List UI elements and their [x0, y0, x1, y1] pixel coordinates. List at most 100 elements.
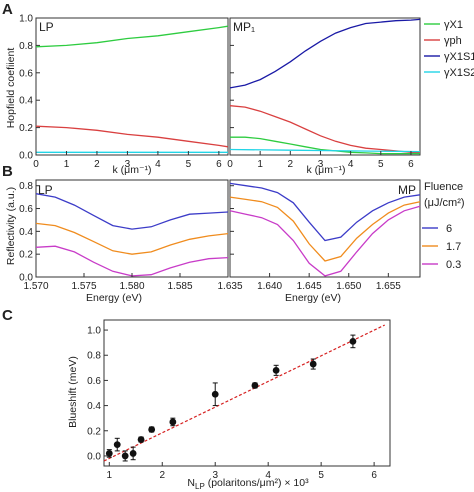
panel-b-sub0-ytick-label: 0.6 [19, 204, 33, 215]
panel-b-xlabel-left: Energy (eV) [86, 292, 142, 304]
panel-b-letter: B [2, 163, 13, 180]
legend-label-0-3: 0.3 [446, 259, 461, 271]
panel-b-sub0-ytick-label: 0.0 [19, 273, 33, 284]
panel-a-sub1-xtick-label: 1 [257, 159, 263, 170]
legend-label-gph: γph [444, 35, 462, 47]
legend-label-gx1: γX1 [444, 19, 463, 31]
panel-a-sub0-ytick-label: 0.0 [19, 151, 33, 162]
panel-b-sub0-series-1 [35, 222, 229, 255]
panel-c-ytick-label: 0.6 [87, 376, 101, 387]
panel-a-sub1-xtick-label: 6 [408, 159, 414, 170]
panel-a-frame-1 [229, 17, 421, 156]
panel-b-xlabel-right: Energy (eV) [285, 292, 341, 304]
panel-b-sub1-xtick-label: 1.645 [297, 281, 322, 292]
panel-b-sub0-xtick-label: 1.575 [71, 281, 96, 292]
panel-b-sub0-series-0 [35, 193, 229, 230]
panel-c-frame [103, 319, 391, 467]
panel-c-point [113, 441, 121, 449]
panel-a-sub0-ytick-label: 0.2 [19, 123, 33, 134]
panel-b-sub0-xtick-label: 1.580 [119, 281, 144, 292]
panel-a-sub1-xtick-label: 3 [318, 159, 324, 170]
panel-a-sub0-xtick-label: 3 [125, 159, 131, 170]
panel-b-sub1-xtick-label: 1.640 [257, 281, 282, 292]
panel-a-sub0-xtick-label: 6 [216, 159, 222, 170]
panel-a-frame-0 [35, 17, 229, 156]
panel-b-sub1-series-0 [229, 182, 421, 242]
panel-a-legend: γX1 γph γX1S1 γX1S2 [424, 19, 474, 79]
panel-c-point [105, 450, 113, 457]
panel-c-xtick-label: 1 [107, 470, 113, 481]
panel-b-lp-label: LP [38, 183, 53, 197]
panel-b-mp-label: MP [398, 183, 416, 197]
panel-a-sub0-xtick-label: 1 [64, 159, 70, 170]
panel-a-xlabel-left: k (μm⁻¹) [113, 164, 152, 176]
panel-a-sub0-ytick-label: 0.6 [19, 68, 33, 79]
panel-a-plot: 0 1 2 3 4 5 6 0.0 0.2 0.4 0.6 0.8 1.0 0 1 2 3 4 5 6 [19, 14, 421, 170]
panel-a-mp-label: MP₁ [233, 20, 255, 34]
panel-b-sub0-xtick-label: 1.570 [23, 281, 48, 292]
panel-c-xtick-label: 6 [371, 470, 377, 481]
panel-a-lp-label: LP [39, 20, 54, 34]
panel-b: B Reflectivity (a.u.) 1.570 1.575 1.580 1.5… [2, 163, 465, 304]
panel-c-letter: C [2, 307, 13, 324]
panel-a-sub0-series-0 [35, 25, 229, 48]
panel-a-sub1-series-3 [229, 148, 421, 153]
panel-c-xtick-label: 3 [212, 470, 218, 481]
panel-b-sub1-xtick-label: 1.655 [376, 281, 401, 292]
panel-a-sub1-xtick-label: 2 [288, 159, 294, 170]
panel-c: C Blueshift (meV) 1 2 3 4 5 60.00.20.40.60.81… [2, 307, 391, 491]
panel-c-point [251, 382, 259, 389]
panel-b-sub1-series-1 [229, 196, 421, 262]
panel-b-sub1-series-2 [229, 205, 421, 277]
panel-c-ylabel: Blueshift (meV) [67, 356, 79, 428]
panel-c-point [211, 390, 219, 398]
panel-c-fit-line [103, 324, 385, 462]
panel-a-sub0-xtick-label: 0 [33, 159, 39, 170]
panel-b-sub1-xtick-label: 1.650 [336, 281, 361, 292]
panel-a-sub0-ytick-label: 1.0 [19, 14, 33, 25]
panel-b-sub0-xtick-label: 1.585 [167, 281, 192, 292]
legend-title-fluence: Fluence [424, 181, 463, 193]
legend-label-gx1s1: γX1S1 [444, 51, 474, 63]
panel-b-sub0-ytick-label: 0.4 [19, 227, 33, 238]
panel-c-ytick-label: 1.0 [87, 326, 101, 337]
panel-c-plot: 1 2 3 4 5 6 0.0 0.2 0.4 0.6 0.8 1.0 [87, 319, 391, 481]
panel-c-ytick-label: 0.4 [87, 401, 101, 412]
panel-c-ytick-label: 0.8 [87, 351, 101, 362]
panel-a-sub0-ytick-label: 0.4 [19, 96, 33, 107]
panel-c-ytick-label: 0.2 [87, 426, 101, 437]
panel-a-sub0-xtick-label: 5 [186, 159, 192, 170]
panel-b-sub0-series-2 [35, 245, 229, 277]
panel-c-point [129, 450, 137, 457]
panel-c-point [121, 452, 129, 460]
panel-a-sub0-xtick-label: 4 [155, 159, 161, 170]
panel-b-sub0-ytick-label: 0.8 [19, 181, 33, 192]
panel-a-letter: A [2, 1, 13, 18]
legend-label-6: 6 [446, 223, 452, 235]
panel-c-xtick-label: 4 [265, 470, 271, 481]
panel-a: A Hopfield coefiient 0 1 2 3 4 5 6 0.0 0.2 0.4 0.6… [2, 1, 474, 176]
panel-c-xtick-label: 2 [159, 470, 165, 481]
panel-a-sub1-xtick-label: 5 [378, 159, 384, 170]
panel-c-point [272, 366, 280, 374]
panel-a-xlabel-right: k (μm⁻¹) [307, 164, 346, 176]
panel-c-xtick-label: 5 [318, 470, 324, 481]
panel-a-sub0-xtick-label: 2 [94, 159, 100, 170]
panel-a-ylabel: Hopfield coefiient [5, 48, 17, 129]
legend-title-units: (μJ/cm²) [424, 197, 465, 209]
panel-b-frame-1 [229, 179, 421, 278]
panel-b-sub1-xtick-label: 1.635 [217, 281, 242, 292]
panel-a-sub1-series-1 [229, 105, 420, 153]
panel-c-point [137, 436, 145, 443]
panel-c-xlabel: NLP (polaritons/μm²) × 10³ [187, 477, 309, 491]
panel-c-point [349, 337, 357, 345]
legend-label-gx1s2: γX1S2 [444, 67, 474, 79]
panel-a-sub1-xtick-label: 0 [227, 159, 233, 170]
legend-label-1-7: 1.7 [446, 241, 461, 253]
panel-b-legend: Fluence (μJ/cm²) 6 1.7 0.3 [422, 181, 465, 271]
panel-c-ytick-label: 0.0 [87, 451, 101, 462]
panel-b-ylabel: Reflectivity (a.u.) [5, 187, 17, 265]
panel-c-point [169, 418, 177, 426]
panel-b-sub0-ytick-label: 0.2 [19, 250, 33, 261]
panel-a-sub0-ytick-label: 0.8 [19, 41, 33, 52]
